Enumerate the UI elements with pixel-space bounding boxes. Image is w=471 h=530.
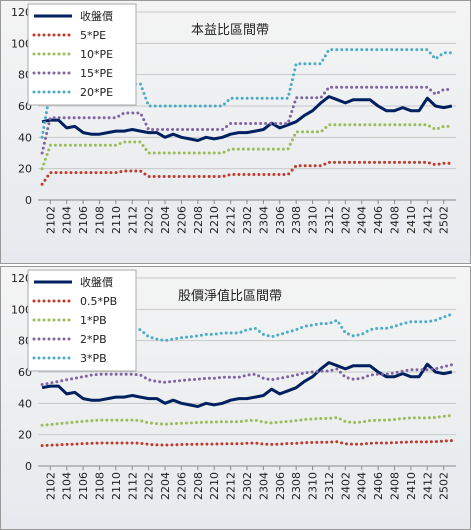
x-tick-label: 2106 [77, 206, 90, 234]
x-tick-label: 2406 [372, 472, 385, 500]
x-tick-label: 2308 [290, 472, 303, 500]
x-tick-label: 2104 [61, 472, 74, 500]
x-tick-label: 2406 [372, 206, 385, 234]
chart-title: 股價淨值比區間帶 [178, 288, 282, 304]
x-tick-label: 2402 [339, 472, 352, 500]
x-tick-label: 2108 [93, 206, 106, 234]
series-line [40, 413, 454, 427]
legend-label: 5*PE [80, 29, 106, 42]
x-tick-label: 2106 [77, 472, 90, 500]
x-tick-label: 2308 [290, 206, 303, 234]
x-tick-label: 2408 [389, 206, 402, 234]
series-line [40, 363, 454, 386]
x-tick-label: 2112 [126, 472, 139, 500]
x-tick-label: 2502 [438, 472, 451, 500]
x-tick-label: 2206 [175, 206, 188, 234]
y-tick-label: 0 [25, 194, 32, 207]
chart-title: 本益比區間帶 [191, 23, 269, 38]
x-tick-label: 2302 [241, 206, 254, 234]
legend-label: 2*PB [80, 333, 107, 346]
x-tick-label: 2110 [110, 206, 123, 234]
series-line [40, 48, 454, 139]
x-tick-label: 2312 [323, 472, 336, 500]
legend-label: 0.5*PB [80, 295, 117, 308]
x-tick-label: 2402 [339, 206, 352, 234]
series-line [40, 160, 454, 186]
x-tick-label: 2208 [192, 206, 205, 234]
y-tick-label: 40 [18, 397, 32, 410]
y-tick-label: 100 [11, 37, 32, 50]
x-tick-label: 2110 [110, 472, 123, 500]
y-tick-label: 100 [11, 303, 32, 316]
y-tick-label: 120 [11, 6, 32, 19]
x-tick-label: 2204 [159, 206, 172, 234]
x-tick-label: 2212 [225, 472, 238, 500]
x-tick-label: 2412 [421, 206, 434, 234]
legend-label: 20*PE [80, 86, 113, 99]
x-tick-label: 2206 [175, 472, 188, 500]
y-tick-label: 20 [18, 429, 32, 442]
x-tick-label: 2302 [241, 472, 254, 500]
x-tick-label: 2212 [225, 206, 238, 234]
x-tick-label: 2410 [405, 206, 418, 234]
x-tick-label: 2306 [274, 206, 287, 234]
x-tick-label: 2108 [93, 472, 106, 500]
x-tick-label: 2202 [143, 472, 156, 500]
x-tick-label: 2208 [192, 472, 205, 500]
series-line [40, 85, 454, 155]
series-line [41, 95, 453, 142]
x-tick-label: 2404 [356, 206, 369, 234]
legend-label: 10*PE [80, 48, 113, 61]
x-tick-label: 2408 [389, 472, 402, 500]
x-tick-label: 2304 [257, 472, 270, 500]
y-tick-label: 40 [18, 131, 32, 144]
legend-box [27, 3, 137, 106]
x-tick-label: 2102 [44, 472, 57, 500]
series-line [41, 361, 453, 408]
x-tick-label: 2304 [257, 206, 270, 234]
x-tick-label: 2404 [356, 472, 369, 500]
x-tick-label: 2310 [307, 206, 320, 234]
legend-label: 3*PB [80, 352, 107, 365]
x-tick-label: 2310 [307, 472, 320, 500]
x-tick-label: 2306 [274, 472, 287, 500]
x-tick-label: 2502 [438, 206, 451, 234]
x-tick-label: 2312 [323, 206, 336, 234]
legend-label: 1*PB [80, 314, 107, 327]
y-tick-label: 120 [11, 272, 32, 285]
series-line [40, 123, 454, 171]
series-line [40, 439, 454, 448]
legend-label: 收盤價 [80, 275, 113, 289]
x-tick-label: 2210 [208, 472, 221, 500]
x-tick-label: 2104 [61, 206, 74, 234]
x-tick-label: 2202 [143, 206, 156, 234]
legend-box [27, 269, 137, 372]
legend-label: 15*PE [80, 67, 113, 80]
y-tick-label: 0 [25, 460, 32, 473]
legend-label: 收盤價 [80, 9, 113, 23]
x-tick-label: 2410 [405, 472, 418, 500]
y-tick-label: 20 [18, 163, 32, 176]
x-tick-label: 2112 [126, 206, 139, 234]
x-tick-label: 2102 [44, 206, 57, 234]
x-tick-label: 2204 [159, 472, 172, 500]
x-tick-label: 2412 [421, 472, 434, 500]
x-tick-label: 2210 [208, 206, 221, 234]
